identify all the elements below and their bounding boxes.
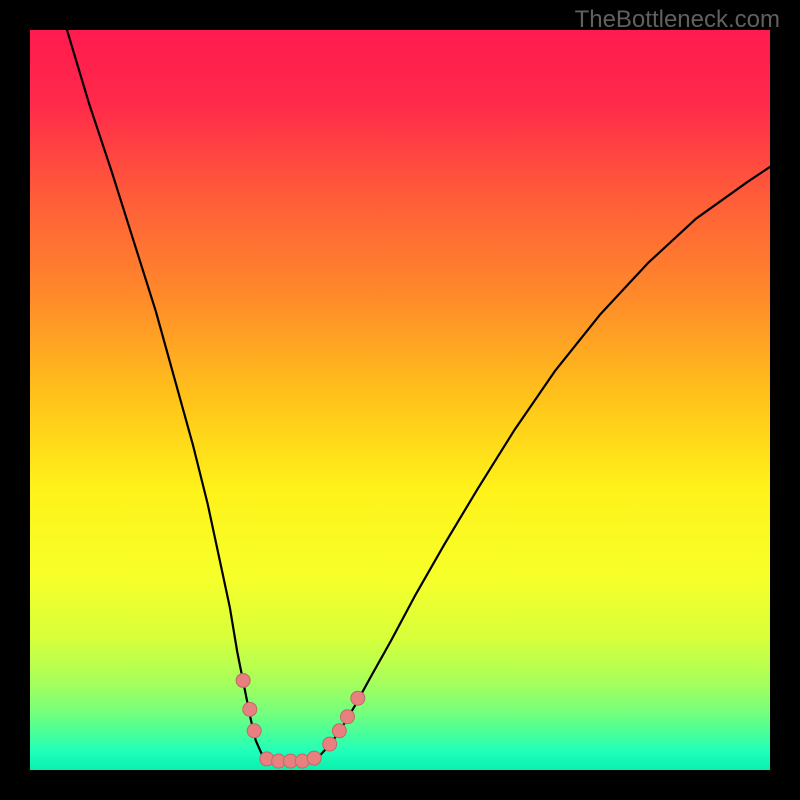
chart-svg: [30, 30, 770, 770]
data-marker: [243, 702, 257, 716]
data-marker: [332, 724, 346, 738]
watermark-text: TheBottleneck.com: [575, 6, 780, 34]
data-marker: [351, 691, 365, 705]
gradient-background: [30, 30, 770, 770]
plot-area: [30, 30, 770, 770]
data-marker: [323, 737, 337, 751]
data-marker: [247, 724, 261, 738]
data-marker: [307, 751, 321, 765]
chart-stage: TheBottleneck.com: [0, 0, 800, 800]
data-marker: [340, 710, 354, 724]
data-marker: [236, 673, 250, 687]
